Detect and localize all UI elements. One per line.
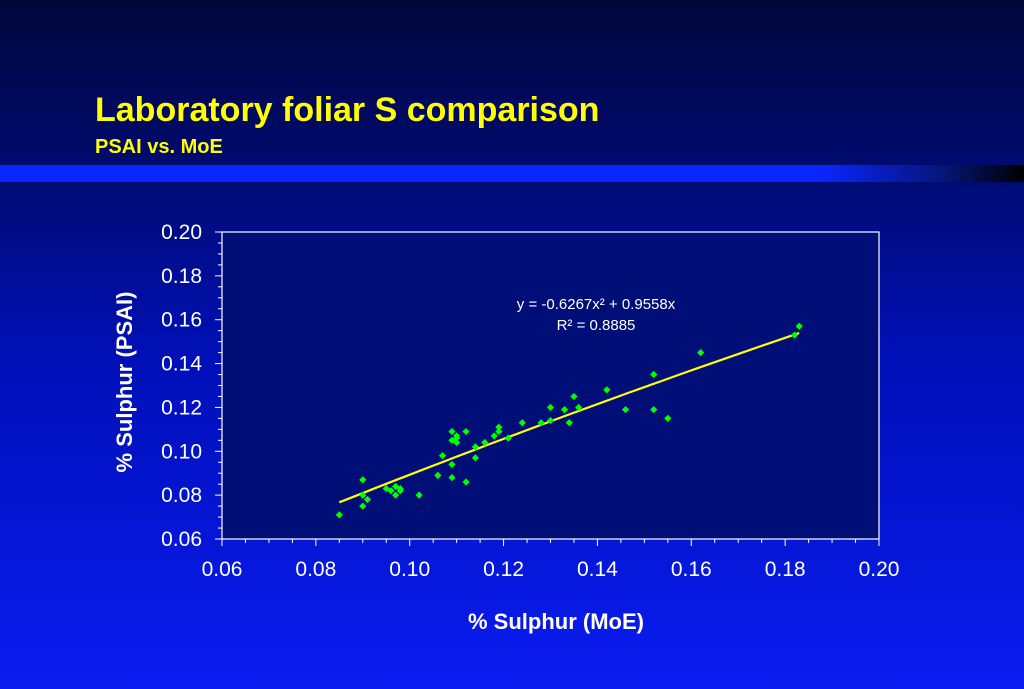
x-axis-ticks — [221, 539, 880, 546]
data-point — [392, 491, 400, 499]
data-point — [697, 349, 705, 357]
data-point — [453, 438, 461, 447]
data-point — [396, 484, 404, 493]
slide-title: Laboratory foliar S comparison — [95, 91, 600, 129]
y-tick-label: 0.20 — [161, 221, 202, 244]
data-point — [603, 386, 611, 394]
data-point — [560, 406, 569, 414]
data-point — [790, 331, 799, 339]
y-tick-label: 0.18 — [161, 265, 202, 288]
data-point — [448, 474, 456, 482]
x-tick-label: 0.08 — [295, 558, 336, 581]
trendline-equation: y = -0.6267x² + 0.9558x — [517, 296, 676, 313]
x-tick-label: 0.16 — [671, 558, 712, 581]
data-point — [664, 414, 672, 422]
data-point — [490, 432, 498, 440]
data-point — [795, 322, 803, 330]
plot-area — [221, 231, 880, 540]
data-point — [438, 452, 447, 460]
trendline — [338, 331, 800, 504]
data-point — [462, 478, 470, 486]
data-point — [448, 460, 456, 469]
data-point — [495, 423, 503, 431]
x-tick-label: 0.14 — [577, 558, 618, 581]
x-axis-tick-labels: 0.06 0.08 0.10 0.12 0.14 0.16 0.18 0.20 — [202, 558, 900, 581]
data-point — [462, 427, 470, 436]
y-tick-label: 0.06 — [161, 528, 202, 551]
x-tick-label: 0.18 — [765, 558, 806, 581]
data-point — [434, 471, 442, 480]
data-point — [471, 443, 480, 451]
y-tick-label: 0.16 — [161, 309, 202, 332]
y-tick-label: 0.08 — [161, 484, 202, 507]
data-point — [570, 392, 578, 401]
data-point — [650, 370, 658, 379]
data-point — [621, 406, 630, 414]
data-point — [448, 427, 456, 436]
data-point — [415, 491, 423, 499]
data-point — [546, 403, 555, 412]
data-point — [650, 406, 658, 414]
divider-bar — [0, 165, 1024, 182]
data-point — [471, 454, 480, 462]
x-tick-label: 0.12 — [483, 558, 524, 581]
data-point — [537, 419, 545, 427]
data-point — [359, 491, 367, 499]
data-point — [495, 427, 503, 436]
data-point — [359, 502, 367, 510]
data-point — [387, 487, 395, 495]
x-tick-label: 0.20 — [859, 558, 900, 581]
data-point — [518, 419, 526, 427]
x-tick-label: 0.10 — [389, 558, 430, 581]
data-point — [363, 495, 372, 504]
data-point — [453, 432, 461, 440]
data-point — [565, 419, 573, 427]
data-point — [575, 403, 583, 412]
trendline-r-squared: R² = 0.8885 — [557, 317, 636, 334]
data-point — [504, 434, 512, 442]
x-axis-label: % Sulphur (MoE) — [468, 609, 644, 634]
data-points — [335, 322, 803, 519]
y-tick-label: 0.12 — [161, 396, 202, 419]
data-point — [359, 476, 367, 484]
x-tick-label: 0.06 — [202, 558, 243, 581]
y-axis-tick-labels: 0.06 0.08 0.10 0.12 0.14 0.16 0.18 0.20 — [161, 221, 202, 551]
data-point — [481, 438, 489, 447]
y-axis-ticks — [215, 231, 222, 540]
data-point — [546, 416, 555, 425]
slide-subtitle: PSAI vs. MoE — [95, 136, 223, 158]
y-tick-label: 0.10 — [161, 440, 202, 463]
data-point — [392, 482, 400, 490]
y-tick-label: 0.14 — [161, 353, 202, 376]
data-point — [335, 511, 343, 519]
y-axis-label: % Sulphur (PSAI) — [112, 292, 137, 473]
